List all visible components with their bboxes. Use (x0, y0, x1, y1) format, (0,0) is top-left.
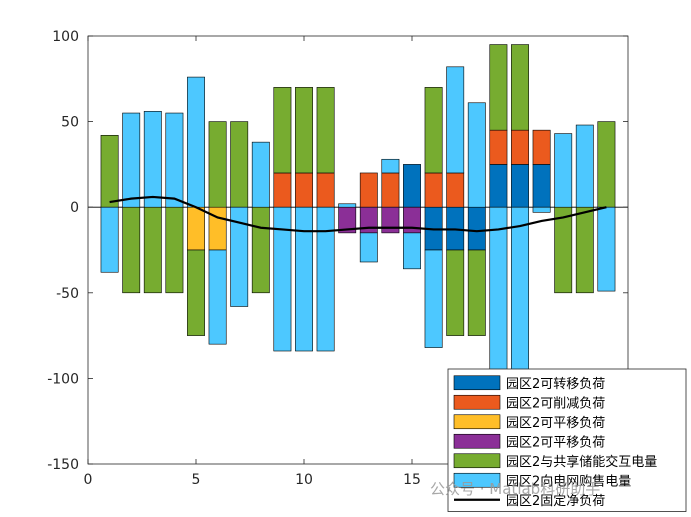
legend-swatch (453, 375, 501, 391)
bar-s5-x14 (381, 158, 400, 174)
bar-s5-x10 (295, 206, 313, 352)
bar-s5-x8 (251, 141, 270, 208)
legend-label: 园区2固定净负荷 (506, 494, 605, 509)
bar-s1-x19 (489, 129, 508, 165)
legend-swatch (453, 453, 501, 469)
legend-label: 园区2与共享储能交互电量 (506, 454, 657, 470)
y-tick-label: -100 (47, 371, 79, 387)
bar-s5-x1 (100, 206, 119, 273)
bar-s5-x15 (403, 232, 421, 270)
legend-label: 园区2向电网购售电量 (506, 473, 631, 489)
bar-s0-x20 (511, 164, 529, 208)
legend-swatch (453, 433, 501, 449)
bar-s1-x10 (295, 172, 313, 208)
bar-s5-x13 (359, 232, 378, 263)
bar-s5-x5 (187, 76, 205, 208)
legend-label: 园区2可平移负荷 (506, 435, 605, 450)
bar-s1-x20 (511, 129, 529, 165)
bar-s4-x20 (511, 44, 529, 131)
y-tick-label: 50 (61, 115, 79, 131)
bar-s5-x18 (467, 102, 486, 208)
bar-s1-x9 (273, 172, 292, 208)
bar-s1-x13 (359, 172, 378, 208)
bar-s0-x19 (489, 164, 508, 208)
legend-swatch (453, 394, 501, 410)
bar-s1-x21 (532, 129, 551, 165)
bar-s5-x3 (143, 111, 162, 208)
bar-s4-x19 (489, 44, 508, 131)
bar-s4-x17 (446, 249, 465, 336)
bar-s5-x11 (316, 206, 335, 352)
bar-s1-x11 (316, 172, 335, 208)
watermark: 公众号 · Matlab科研助手 (430, 480, 600, 498)
legend-label: 园区2可平移负荷 (506, 416, 605, 431)
bar-s1-x14 (381, 172, 400, 208)
bar-s5-x6 (208, 249, 227, 345)
plot-frame (87, 35, 629, 465)
bar-s4-x1 (100, 134, 119, 208)
bar-s2-x5 (187, 206, 205, 251)
bar-s4-x3 (143, 206, 162, 294)
bar-s4-x22 (554, 206, 573, 294)
y-tick-label: -150 (47, 457, 79, 473)
y-tick-label: 100 (52, 29, 79, 45)
bar-s4-x5 (187, 249, 205, 336)
bar-s1-x16 (424, 172, 443, 208)
bar-s4-x7 (230, 121, 249, 208)
legend-label: 园区2可转移负荷 (506, 377, 605, 392)
bar-s0-x18 (467, 206, 486, 251)
bar-s4-x9 (273, 87, 292, 174)
bar-s4-x24 (597, 121, 616, 208)
x-tick-label: 10 (295, 472, 313, 488)
legend-swatch (453, 472, 501, 488)
bar-s4-x10 (295, 87, 313, 174)
bar-s3-x14 (381, 206, 400, 234)
bar-s0-x21 (532, 164, 551, 208)
bar-s5-x4 (165, 112, 184, 208)
bar-s4-x6 (208, 121, 227, 208)
net-load-line (109, 195, 607, 233)
bar-s5-x2 (122, 112, 141, 208)
bar-s5-x23 (575, 124, 594, 208)
bar-s4-x8 (251, 206, 270, 294)
bar-s1-x17 (446, 172, 465, 208)
bar-s4-x18 (467, 249, 486, 336)
x-tick-label: 5 (192, 472, 201, 488)
bar-s5-x7 (230, 206, 249, 307)
bar-s0-x15 (403, 164, 421, 208)
bar-s4-x23 (575, 206, 594, 294)
bar-s5-x12 (338, 203, 357, 208)
x-tick-label: 15 (403, 472, 421, 488)
y-tick-label: -50 (56, 286, 79, 302)
bar-s5-x9 (273, 206, 292, 352)
y-tick-label: 0 (70, 200, 79, 216)
bar-s5-x16 (424, 249, 443, 348)
bar-s4-x11 (316, 87, 335, 174)
legend-label: 园区2可削减负荷 (506, 396, 605, 411)
bar-s5-x21 (532, 206, 551, 213)
bar-s5-x17 (446, 66, 465, 174)
bar-s4-x2 (122, 206, 141, 294)
bar-s4-x4 (165, 206, 184, 294)
bar-s5-x24 (597, 206, 616, 292)
legend-swatch (453, 414, 501, 430)
bar-s5-x22 (554, 133, 573, 208)
x-tick-label: 0 (84, 472, 93, 488)
bar-s4-x16 (424, 87, 443, 174)
